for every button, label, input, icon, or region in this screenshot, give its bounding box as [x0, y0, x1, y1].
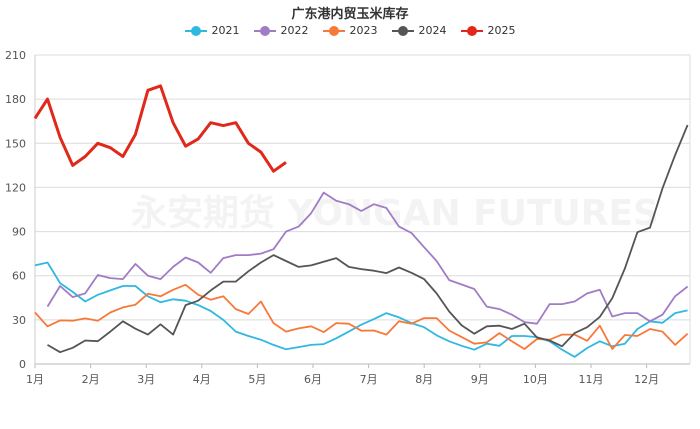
x-tick-label: 6月	[304, 373, 322, 386]
legend-marker-icon	[184, 25, 207, 36]
legend-marker-icon	[322, 25, 345, 36]
y-tick-label: 210	[5, 49, 26, 62]
legend-marker-icon	[391, 25, 414, 36]
series-line-2023	[34, 283, 689, 350]
series-line-2021	[34, 261, 688, 358]
y-tick-label: 120	[5, 181, 26, 194]
legend-label: 2025	[487, 24, 516, 37]
legend-item-2025[interactable]: 2025	[460, 24, 516, 37]
legend-item-2021[interactable]: 2021	[184, 24, 240, 37]
x-tick-label: 1月	[26, 373, 44, 386]
series-line-2025	[33, 84, 287, 173]
legend-item-2022[interactable]: 2022	[253, 24, 309, 37]
legend-label: 2023	[349, 24, 378, 37]
legend-label: 2024	[418, 24, 447, 37]
legend-item-2023[interactable]: 2023	[322, 24, 378, 37]
legend-item-2024[interactable]: 2024	[391, 24, 447, 37]
x-tick-label: 10月	[523, 373, 548, 386]
series-line-2024	[47, 124, 689, 354]
series-line-2022	[46, 191, 689, 325]
x-tick-label: 3月	[137, 373, 155, 386]
y-tick-label: 90	[12, 226, 26, 239]
y-tick-label: 30	[12, 314, 26, 327]
x-tick-label: 12月	[634, 373, 659, 386]
x-tick-label: 4月	[193, 373, 211, 386]
legend-label: 2021	[211, 24, 240, 37]
legend-label: 2022	[280, 24, 309, 37]
x-tick-label: 11月	[579, 373, 604, 386]
legend-marker-icon	[253, 25, 276, 36]
legend-marker-icon	[460, 25, 483, 36]
watermark: 永安期货 YONGAN FUTURES	[131, 193, 659, 234]
y-tick-label: 180	[5, 93, 26, 106]
legend: 2021 2022 2023 2024 2025	[0, 24, 700, 37]
y-tick-label: 60	[12, 270, 26, 283]
x-tick-label: 5月	[248, 373, 266, 386]
x-tick-label: 7月	[360, 373, 378, 386]
x-tick-label: 9月	[471, 373, 489, 386]
y-tick-label: 0	[19, 358, 26, 371]
x-tick-label: 8月	[415, 373, 433, 386]
y-tick-label: 150	[5, 137, 26, 150]
x-tick-label: 2月	[82, 373, 100, 386]
chart-title: 广东港内贸玉米库存	[291, 7, 409, 22]
